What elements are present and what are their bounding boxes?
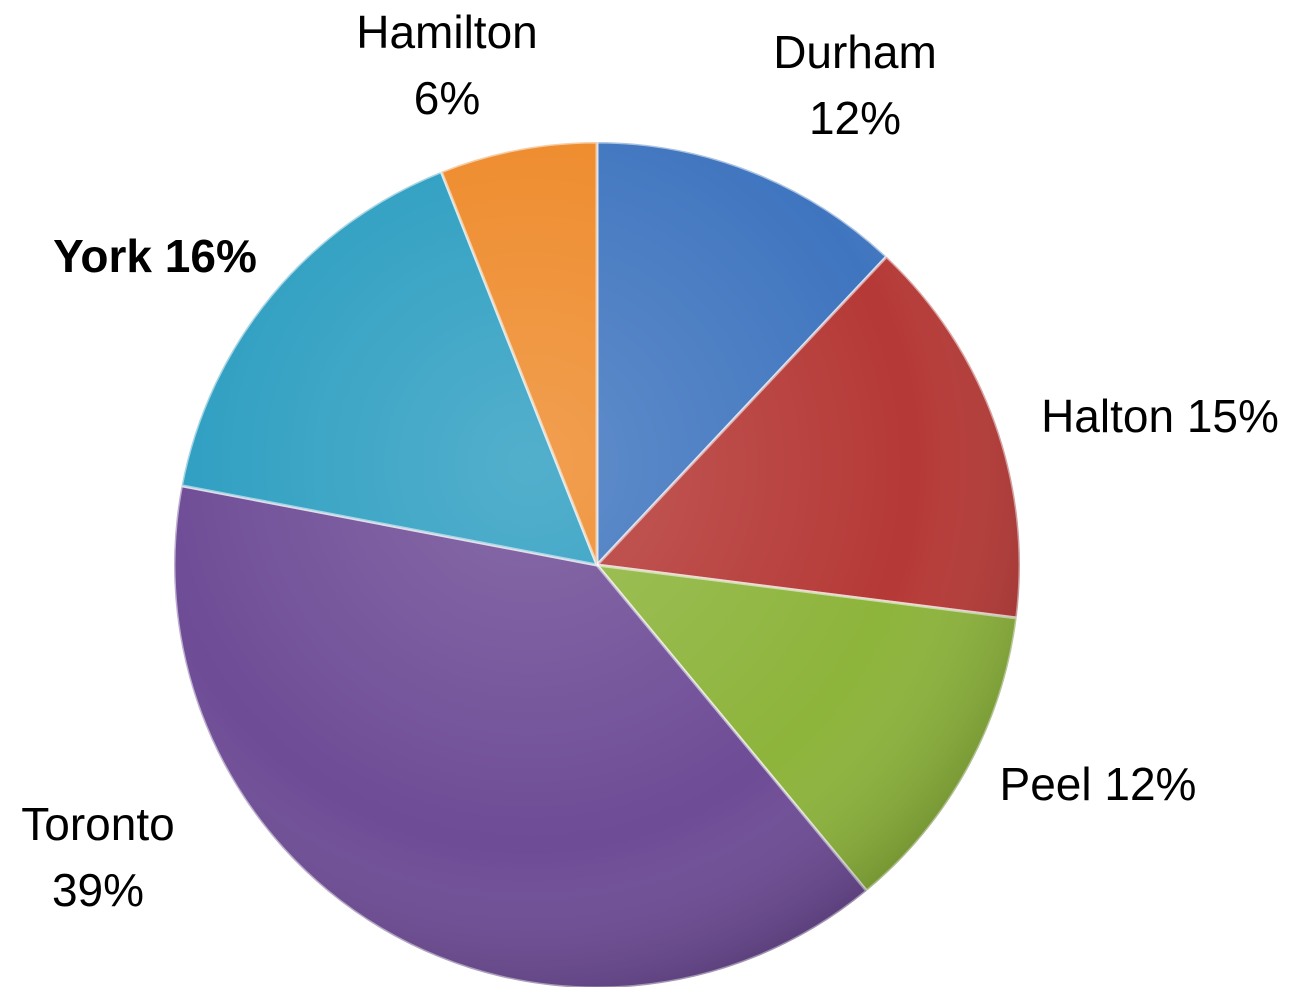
slice-label-durham: Durham 12% — [773, 26, 937, 144]
slice-label-line: York 16% — [53, 230, 257, 282]
slice-label-halton: Halton 15% — [1041, 390, 1279, 442]
slice-label-line: Durham — [773, 26, 937, 78]
slice-label-line: Peel 12% — [1000, 758, 1197, 810]
slice-label-york: York 16% — [53, 230, 257, 282]
slice-label-toronto: Toronto 39% — [21, 798, 174, 916]
slice-label-line: 12% — [809, 92, 901, 144]
slice-label-line: 6% — [414, 72, 480, 124]
slice-label-hamilton: Hamilton 6% — [356, 6, 538, 124]
slice-label-peel: Peel 12% — [1000, 758, 1197, 810]
slice-label-line: Halton 15% — [1041, 390, 1279, 442]
slice-label-line: Hamilton — [356, 6, 538, 58]
pie-slices — [172, 140, 1022, 987]
slice-label-line: 39% — [52, 864, 144, 916]
pie-labels: Durham 12% Halton 15% Peel 12% Toronto 39% Yor… — [21, 6, 1279, 916]
slice-label-line: Toronto — [21, 798, 174, 850]
